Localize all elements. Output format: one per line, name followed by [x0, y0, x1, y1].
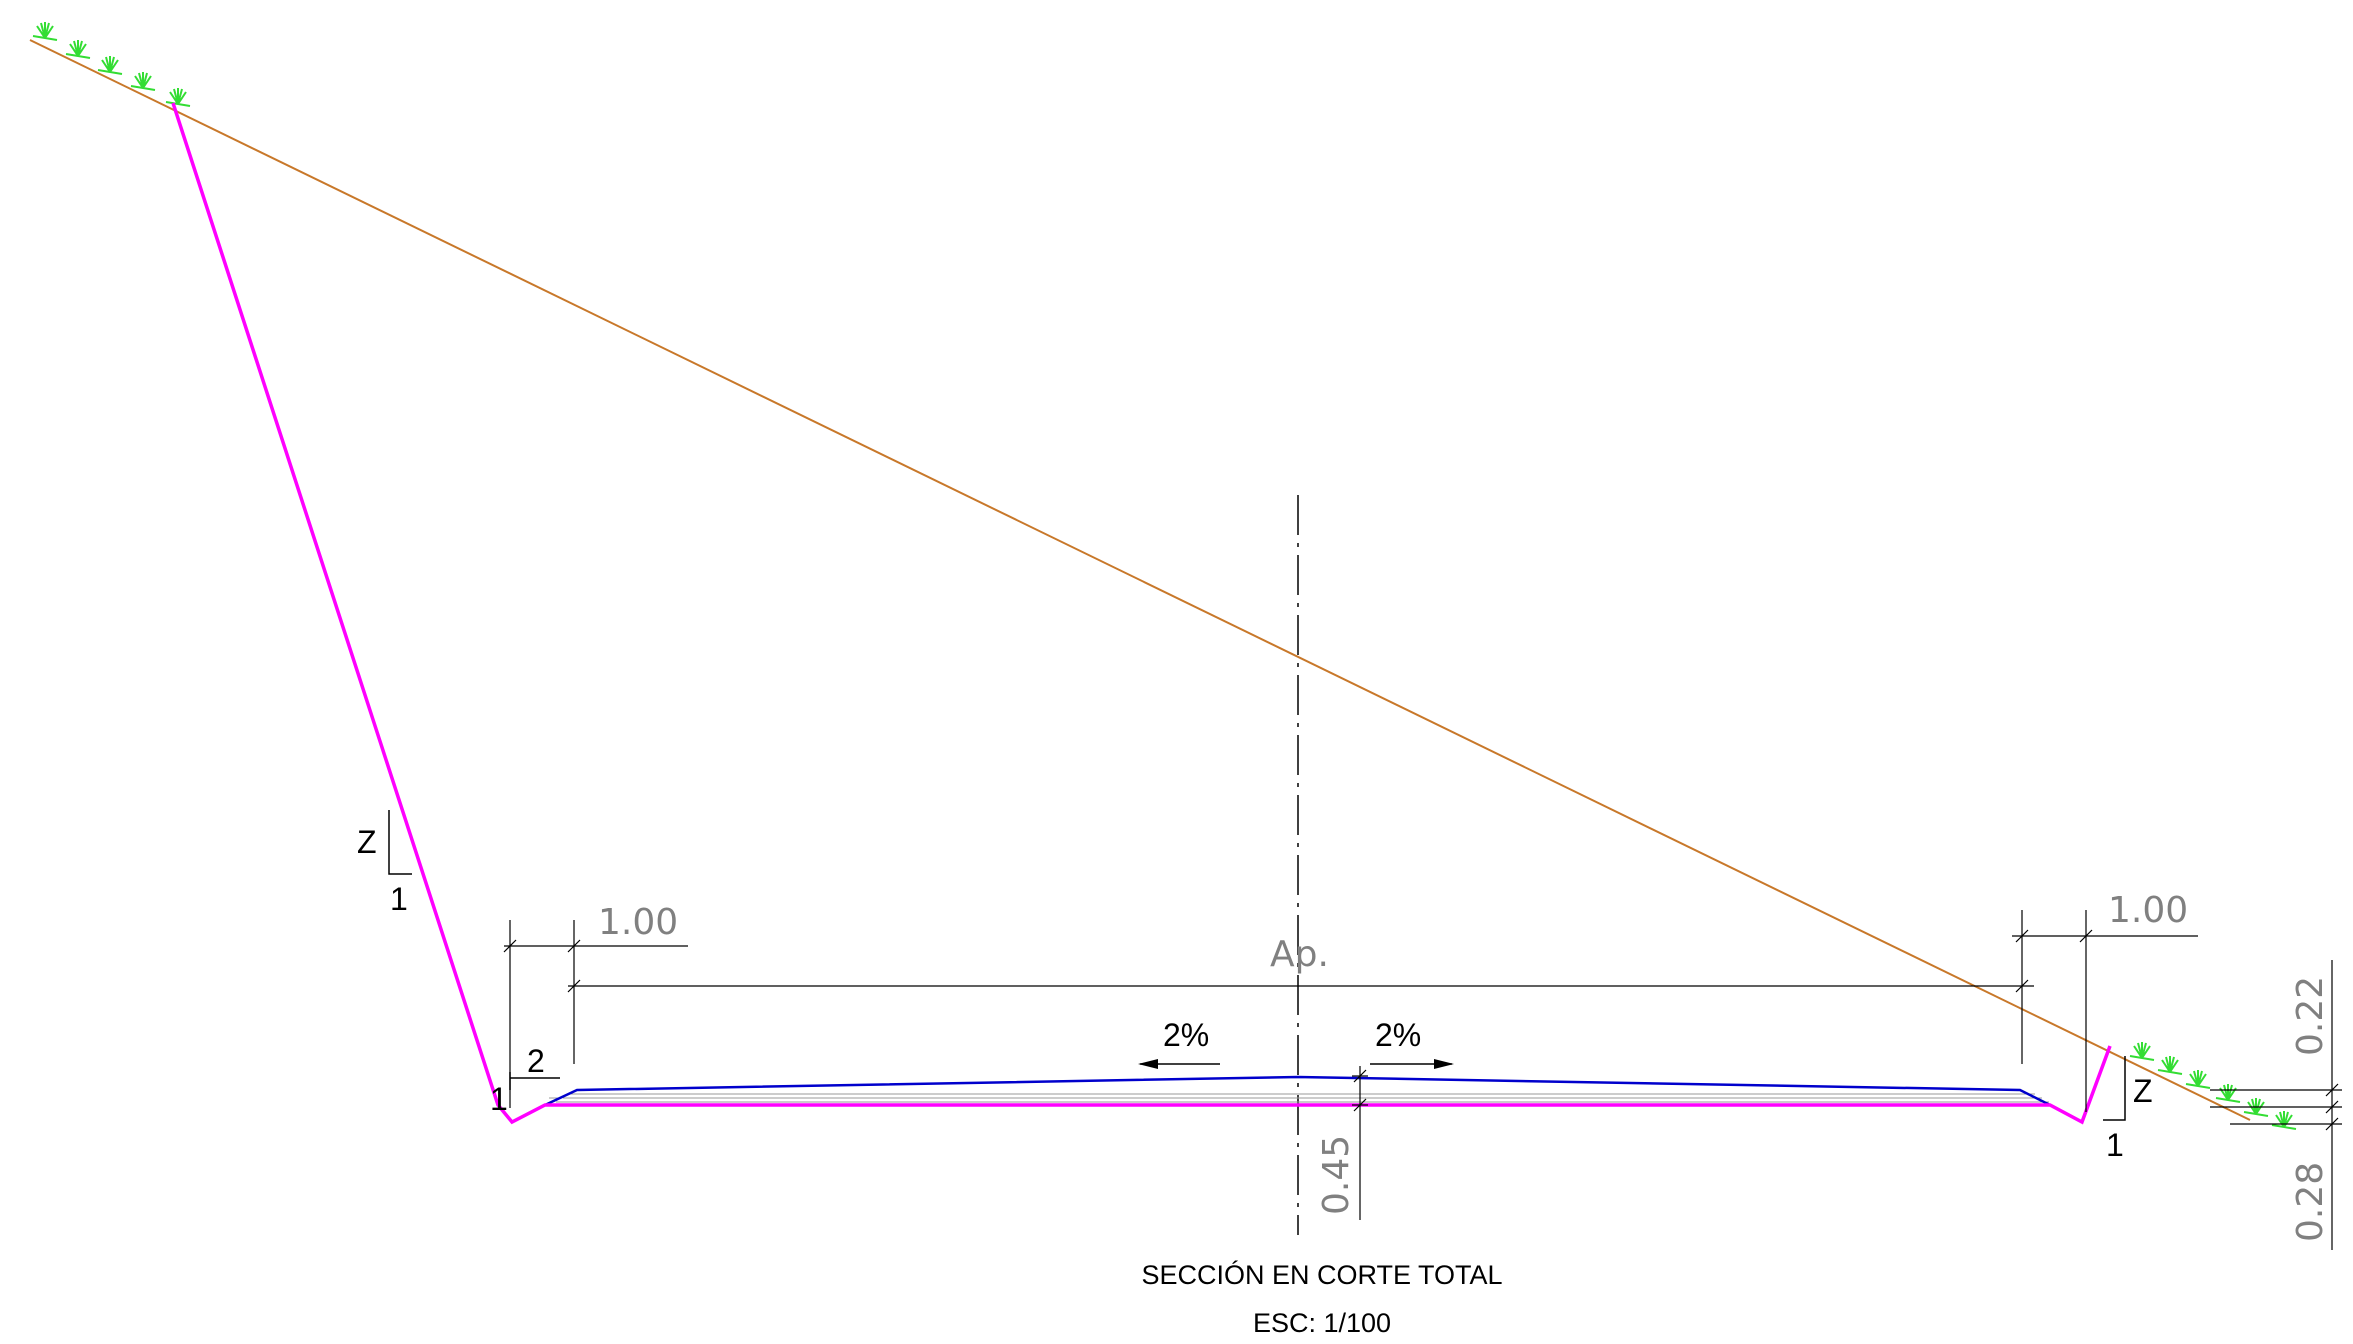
- grass-icon-group-left: [32, 21, 191, 107]
- grass-icon: [97, 55, 123, 75]
- slope-one-label: 1: [2106, 1127, 2124, 1163]
- grass-icon: [2215, 1083, 2241, 1103]
- crown-percent-label: 2%: [1375, 1017, 1421, 1053]
- grass-icon: [2157, 1055, 2183, 1075]
- pavement-layers: [549, 1093, 2049, 1103]
- arrow-icon: [1138, 1059, 1158, 1069]
- left-slope-ratio: Z 1: [357, 810, 412, 917]
- grass-icon: [65, 39, 91, 59]
- dim-right-heights: 0.22 0.28: [2210, 960, 2342, 1250]
- drawing-title: SECCIÓN EN CORTE TOTAL: [1141, 1259, 1502, 1290]
- grass-icon: [2129, 1041, 2155, 1061]
- grass-icon: [2185, 1069, 2211, 1089]
- pavement-surface: [544, 1075, 2051, 1107]
- ditch-one-label: 1: [490, 1081, 508, 1117]
- grass-icon: [32, 21, 58, 41]
- right-slope-ratio: Z 1: [2103, 1056, 2153, 1163]
- grass-icon: [130, 71, 156, 91]
- dimension-label: 0.45: [1316, 1135, 1357, 1215]
- dim-pavement-thickness: 0.45: [1316, 1066, 1368, 1220]
- dim-right-ditch: 1.00: [2012, 890, 2198, 1112]
- dimension-label: Ap.: [1270, 934, 1329, 975]
- cut-profile: [171, 102, 2112, 1125]
- crown-slope-right: 2%: [1370, 1017, 1454, 1069]
- dimension-label: 1.00: [598, 902, 678, 943]
- terrain-line: [29, 39, 2251, 1121]
- slope-z-label: Z: [357, 824, 377, 860]
- crown-percent-label: 2%: [1163, 1017, 1209, 1053]
- dim-roadway: Ap.: [567, 910, 2034, 1064]
- dimension-label: 1.00: [2108, 890, 2188, 931]
- drawing-scale: ESC: 1/100: [1253, 1308, 1391, 1338]
- grass-icon-group-right: [2129, 1041, 2297, 1130]
- arrow-icon: [1434, 1059, 1454, 1069]
- grass-icon: [165, 87, 191, 107]
- slope-z-label: Z: [2133, 1073, 2153, 1109]
- ditch-two-label: 2: [527, 1043, 545, 1079]
- crown-slope-left: 2%: [1138, 1017, 1220, 1069]
- grass-icon: [2271, 1110, 2297, 1130]
- dimension-label: 0.28: [2290, 1162, 2331, 1242]
- left-ditch-ratio: 2 1: [490, 1043, 560, 1117]
- dimension-label: 0.22: [2290, 976, 2331, 1056]
- dim-left-ditch: 1.00: [503, 902, 688, 1108]
- slope-one-label: 1: [390, 881, 408, 917]
